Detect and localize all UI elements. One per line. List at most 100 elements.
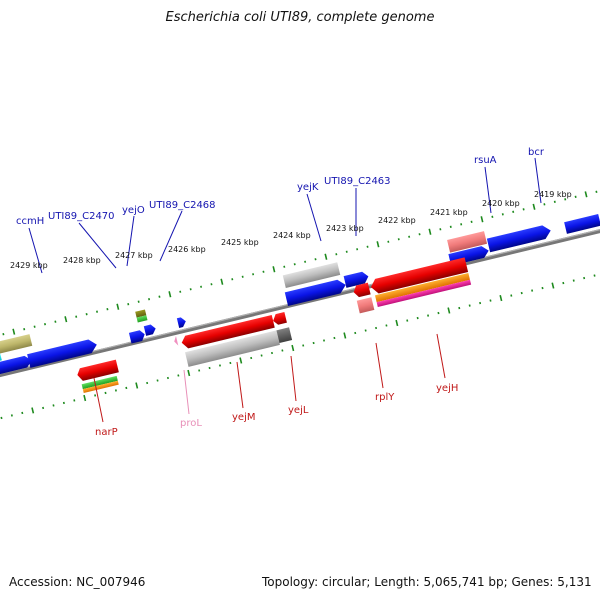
gene-arrow[interactable]	[376, 279, 472, 308]
minor-tick	[283, 265, 286, 268]
gene-arrow[interactable]	[0, 354, 33, 379]
gene-arrow[interactable]	[369, 257, 469, 294]
minor-tick	[366, 245, 369, 248]
minor-tick	[531, 289, 534, 292]
major-tick	[116, 303, 120, 310]
minor-tick	[252, 273, 255, 276]
plus-leader-lines	[28, 157, 542, 274]
minor-tick	[293, 263, 296, 266]
gene-arrow[interactable]	[176, 316, 187, 328]
gene-arrow[interactable]	[143, 324, 157, 336]
tick-label: 2421 kbp	[430, 208, 468, 217]
major-tick	[83, 394, 87, 402]
gene-arrow[interactable]	[486, 224, 552, 253]
major-tick	[239, 357, 243, 364]
gene-arrow[interactable]	[82, 380, 119, 394]
gene-label-ccmh[interactable]: ccmH	[16, 216, 44, 227]
major-tick	[480, 216, 484, 223]
minor-tick	[262, 270, 265, 273]
minor-tick	[208, 366, 211, 370]
minor-tick	[94, 394, 97, 397]
minor-tick	[408, 235, 411, 238]
minor-tick	[437, 311, 440, 315]
gene-label-bcr[interactable]: bcr	[528, 147, 545, 158]
minor-tick	[510, 294, 513, 297]
minor-tick	[304, 260, 307, 263]
gene-label-yejm[interactable]: yejM	[232, 412, 255, 423]
major-tick	[31, 407, 35, 414]
gene-arrow[interactable]	[272, 311, 287, 326]
gene-arrow[interactable]	[81, 375, 118, 390]
gene-label-uti89-c2470[interactable]: UTI89_C2470	[48, 211, 115, 222]
major-tick	[291, 344, 295, 352]
minor-tick	[564, 198, 567, 201]
minor-tick	[2, 333, 5, 336]
gene-arrow[interactable]	[447, 231, 488, 253]
minor-tick	[281, 349, 284, 352]
gene-arrow[interactable]	[135, 309, 147, 318]
gene-arrow[interactable]	[27, 338, 98, 368]
major-tick	[135, 382, 139, 389]
minor-tick	[106, 308, 109, 311]
gene-arrow[interactable]	[282, 262, 341, 288]
minor-tick	[179, 290, 182, 293]
minor-tick	[345, 250, 348, 253]
minor-tick	[302, 344, 305, 347]
major-tick	[324, 253, 328, 260]
gene-label-yejl[interactable]: yejL	[288, 405, 309, 416]
minor-tick	[210, 283, 213, 286]
gene-label-prol[interactable]: proL	[180, 418, 202, 429]
minor-tick	[491, 215, 494, 218]
gene-label-yejo[interactable]: yejO	[122, 205, 145, 216]
major-tick	[168, 291, 172, 298]
minor-tick	[0, 416, 3, 420]
gene-label-narp[interactable]: narP	[95, 427, 118, 438]
accession-text: Accession: NC_007946	[9, 575, 146, 589]
gene-arrow[interactable]	[374, 272, 470, 303]
minus-strand-features	[76, 257, 472, 394]
minor-tick	[418, 233, 421, 236]
minor-tick	[335, 253, 338, 256]
gene-label-uti89-c2468[interactable]: UTI89_C2468	[149, 200, 216, 211]
tick-label: 2429 kbp	[10, 261, 48, 270]
gene-arrow[interactable]	[76, 359, 119, 382]
minor-tick	[501, 213, 504, 216]
tick-track-minus	[0, 274, 596, 420]
gene-label-rsua[interactable]: rsuA	[474, 155, 497, 166]
gene-arrow[interactable]	[352, 282, 371, 298]
gene-arrow[interactable]	[284, 278, 348, 306]
gene-arrow[interactable]	[180, 315, 275, 350]
gene-label-yejh[interactable]: yejH	[436, 383, 458, 394]
minor-tick	[479, 301, 482, 305]
minor-tick	[42, 406, 45, 410]
gene-arrow[interactable]	[356, 297, 375, 314]
gene-label-rply[interactable]: rplY	[375, 392, 395, 403]
minor-tick	[522, 208, 525, 211]
major-tick	[447, 307, 451, 314]
minor-tick	[52, 404, 55, 407]
gene-label-uti89-c2463[interactable]: UTI89_C2463	[324, 176, 391, 187]
plus-gene-labels: ccmH UTI89_C2470 yejO UTI89_C2468 yejK U…	[16, 147, 545, 227]
gene-arrow[interactable]	[173, 335, 179, 346]
minor-tick	[364, 329, 367, 332]
gene-arrow[interactable]	[128, 329, 146, 344]
major-tick	[12, 328, 16, 335]
minor-tick	[189, 288, 192, 291]
gene-arrow[interactable]	[276, 327, 293, 343]
minor-tick	[146, 381, 149, 385]
minor-tick	[333, 336, 336, 340]
minor-tick	[200, 285, 203, 288]
gene-arrow[interactable]	[0, 334, 33, 360]
gene-arrow[interactable]	[343, 271, 370, 288]
minor-tick	[270, 351, 274, 355]
minor-tick	[397, 238, 400, 241]
gene-arrow[interactable]	[564, 214, 600, 234]
minor-tick	[125, 386, 128, 390]
tick-track-plus	[2, 190, 598, 336]
major-tick	[395, 319, 399, 327]
minor-tick	[520, 291, 523, 295]
gene-arrow[interactable]	[136, 315, 148, 323]
gene-label-yejk[interactable]: yejK	[297, 182, 319, 193]
gene-arrow[interactable]	[185, 330, 280, 367]
